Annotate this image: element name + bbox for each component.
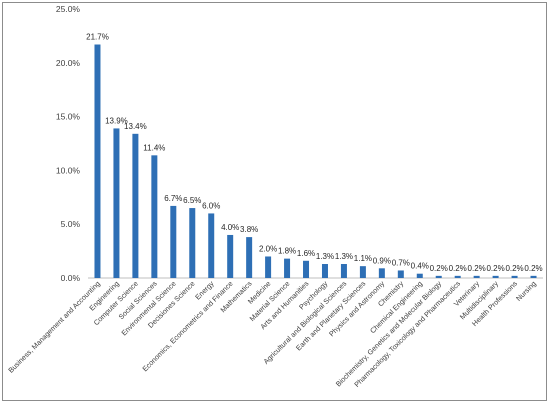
- data-label: 1.1%: [354, 254, 372, 263]
- data-label: 1.3%: [335, 252, 353, 261]
- data-label: 1.6%: [297, 249, 315, 258]
- bar: [246, 237, 253, 278]
- data-label: 6.0%: [202, 201, 220, 210]
- y-axis: 0.0% 5.0% 10.0% 15.0% 20.0% 25.0%: [56, 4, 81, 283]
- data-label: 6.5%: [183, 196, 201, 205]
- x-tick-label: Nursing: [514, 279, 538, 303]
- bar: [265, 256, 272, 278]
- chart-frame: [2, 2, 547, 401]
- data-label: 0.2%: [449, 264, 467, 273]
- data-label: 2.0%: [259, 244, 277, 253]
- bar: [284, 258, 291, 278]
- data-label: 0.4%: [411, 262, 429, 271]
- bar: [511, 275, 518, 278]
- data-label: 0.2%: [486, 264, 504, 273]
- bar: [340, 264, 347, 278]
- data-label: 0.2%: [430, 264, 448, 273]
- data-label: 13.4%: [124, 122, 147, 131]
- category-labels: Business, Management and AccountingEngin…: [6, 279, 538, 389]
- bar: [113, 128, 120, 278]
- data-label: 4.0%: [221, 223, 239, 232]
- data-labels: 21.7% 13.9%13.4% 11.4% 6.7% 6.5%6.0% 4.0% 3.8%…: [86, 33, 543, 273]
- data-label: 6.7%: [164, 194, 182, 203]
- y-tick-label: 20.0%: [56, 58, 81, 68]
- y-tick-label: 15.0%: [56, 112, 81, 122]
- bar: [321, 264, 328, 278]
- bar: [435, 275, 442, 278]
- x-tick-label: Business, Management and Accounting: [6, 279, 102, 375]
- bar: [492, 275, 499, 278]
- data-label: 0.7%: [392, 258, 410, 267]
- y-tick-label: 10.0%: [56, 165, 81, 175]
- bar: [151, 155, 158, 278]
- data-label: 3.8%: [240, 225, 258, 234]
- data-label: 13.9%: [105, 116, 128, 125]
- data-label: 11.4%: [143, 143, 165, 152]
- bar: [359, 266, 366, 278]
- bar: [378, 268, 385, 278]
- bar: [227, 234, 234, 278]
- data-label: 1.3%: [316, 252, 334, 261]
- bar: [189, 208, 196, 278]
- data-label: 1.8%: [278, 247, 296, 256]
- bar: [132, 133, 139, 278]
- data-label: 0.9%: [373, 256, 391, 265]
- data-label: 0.2%: [505, 264, 523, 273]
- bars: [94, 44, 537, 279]
- y-tick-label: 0.0%: [61, 273, 81, 283]
- data-label: 21.7%: [86, 33, 109, 42]
- bar: [170, 205, 177, 278]
- bar: [94, 44, 101, 279]
- bar: [303, 260, 310, 278]
- y-tick-label: 5.0%: [61, 219, 81, 229]
- bar: [397, 270, 404, 278]
- data-label: 0.2%: [468, 264, 486, 273]
- bar: [208, 213, 215, 278]
- y-tick-label: 25.0%: [56, 4, 81, 14]
- bar: [473, 275, 480, 278]
- bar: [454, 275, 461, 278]
- data-label: 0.2%: [524, 264, 542, 273]
- bar: [416, 273, 423, 278]
- bar: [530, 275, 537, 278]
